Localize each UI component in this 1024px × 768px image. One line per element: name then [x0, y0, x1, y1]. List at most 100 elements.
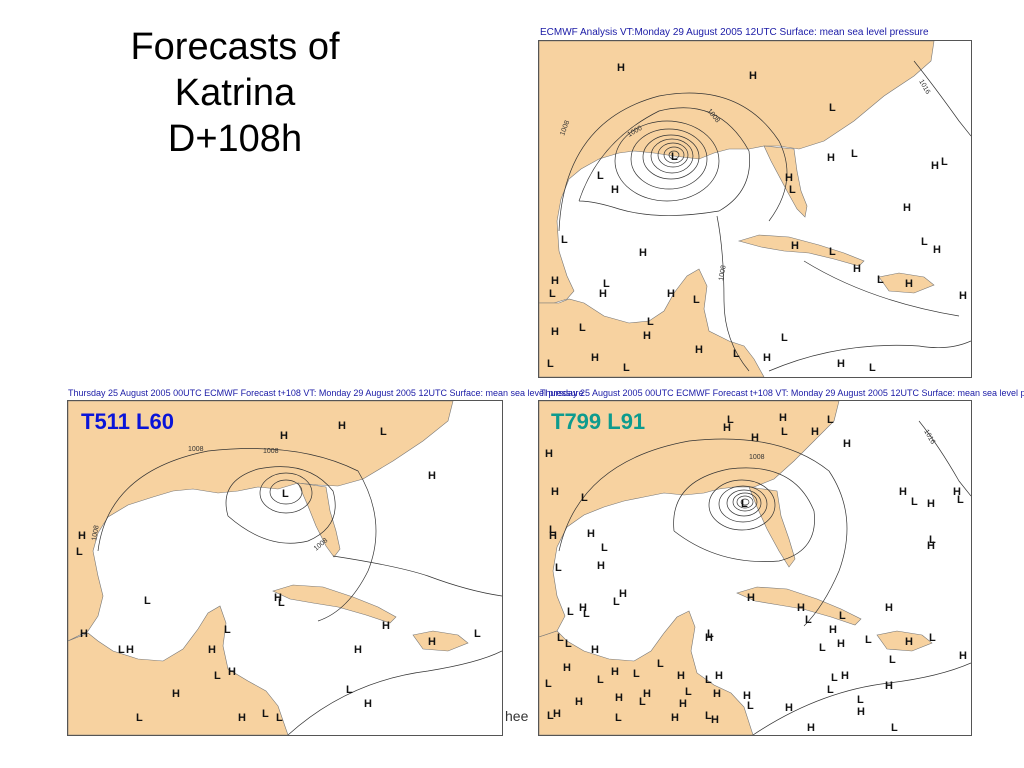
svg-text:L: L — [557, 632, 564, 644]
svg-text:L: L — [827, 684, 834, 696]
t799-isobars — [558, 420, 971, 735]
hispaniola — [876, 630, 933, 652]
svg-text:L: L — [839, 610, 846, 622]
svg-text:H: H — [779, 412, 787, 424]
svg-text:H: H — [811, 426, 819, 438]
svg-text:L: L — [565, 638, 572, 650]
svg-text:H: H — [841, 670, 849, 682]
svg-text:L: L — [685, 686, 692, 698]
svg-text:H: H — [364, 698, 372, 710]
svg-text:H: H — [551, 275, 559, 287]
us-coast — [68, 401, 454, 642]
svg-text:L: L — [831, 672, 838, 684]
svg-text:L: L — [597, 674, 604, 686]
svg-text:H: H — [597, 560, 605, 572]
svg-text:H: H — [238, 712, 246, 724]
cuba — [736, 586, 862, 626]
svg-text:L: L — [929, 632, 936, 644]
svg-text:H: H — [619, 588, 627, 600]
isobar-label: 1008 — [749, 454, 765, 461]
svg-text:H: H — [587, 528, 595, 540]
svg-text:L: L — [549, 288, 556, 300]
svg-text:H: H — [807, 722, 815, 734]
svg-text:L: L — [214, 670, 221, 682]
t511-isobars — [97, 448, 502, 735]
svg-text:L: L — [657, 658, 664, 670]
isobar-label: 1008 — [263, 448, 279, 455]
svg-text:L: L — [827, 414, 834, 426]
t511-caption: Thursday 25 August 2005 00UTC ECMWF Fore… — [68, 388, 584, 398]
svg-text:H: H — [853, 263, 861, 275]
hispaniola — [412, 630, 469, 652]
svg-text:L: L — [144, 595, 151, 607]
svg-text:L: L — [276, 712, 283, 724]
t511-resolution-label: T511 L60 — [81, 409, 174, 434]
svg-text:H: H — [743, 690, 751, 702]
svg-text:H: H — [599, 288, 607, 300]
svg-text:L: L — [857, 694, 864, 706]
svg-text:L: L — [869, 362, 876, 374]
svg-text:H: H — [80, 628, 88, 640]
svg-text:L: L — [118, 644, 125, 656]
svg-text:H: H — [575, 696, 583, 708]
isobar-label: 1008 — [718, 265, 728, 282]
svg-text:H: H — [549, 530, 557, 542]
svg-text:H: H — [933, 244, 941, 256]
mexico-central-america — [68, 605, 289, 735]
svg-text:L: L — [615, 712, 622, 724]
footer-fragment: hee — [505, 708, 529, 724]
svg-text:L: L — [601, 542, 608, 554]
svg-text:H: H — [829, 624, 837, 636]
svg-text:H: H — [667, 288, 675, 300]
svg-text:L: L — [957, 494, 964, 506]
svg-text:H: H — [78, 530, 86, 542]
svg-text:L: L — [561, 234, 568, 246]
svg-text:L: L — [579, 322, 586, 334]
svg-text:H: H — [382, 620, 390, 632]
isobar-label: 1008 — [188, 446, 204, 453]
svg-text:H: H — [428, 470, 436, 482]
svg-text:L: L — [733, 348, 740, 360]
svg-text:H: H — [749, 70, 757, 82]
svg-text:H: H — [677, 670, 685, 682]
svg-text:L: L — [547, 710, 554, 722]
svg-text:L: L — [136, 712, 143, 724]
analysis-caption: ECMWF Analysis VT:Monday 29 August 2005 … — [540, 27, 929, 38]
svg-text:H: H — [671, 712, 679, 724]
svg-text:L: L — [597, 170, 604, 182]
svg-text:H: H — [903, 202, 911, 214]
svg-text:L: L — [911, 496, 918, 508]
svg-text:H: H — [563, 662, 571, 674]
svg-text:H: H — [885, 680, 893, 692]
svg-text:H: H — [611, 184, 619, 196]
svg-text:H: H — [711, 714, 719, 726]
svg-text:L: L — [623, 362, 630, 374]
svg-text:H: H — [643, 330, 651, 342]
svg-text:H: H — [545, 448, 553, 460]
svg-text:H: H — [551, 486, 559, 498]
svg-text:L: L — [647, 316, 654, 328]
svg-text:L: L — [707, 628, 714, 640]
slide-title: Forecasts of Katrina D+108h — [70, 24, 400, 162]
svg-text:L: L — [613, 596, 620, 608]
cuba — [272, 584, 397, 624]
title-line-3: D+108h — [167, 118, 303, 160]
svg-text:L: L — [705, 674, 712, 686]
svg-text:H: H — [837, 358, 845, 370]
svg-text:L: L — [555, 562, 562, 574]
svg-text:L: L — [941, 156, 948, 168]
svg-text:L: L — [829, 246, 836, 258]
svg-text:H: H — [695, 344, 703, 356]
svg-text:H: H — [228, 666, 236, 678]
florida — [297, 482, 341, 558]
svg-text:L: L — [474, 628, 481, 640]
svg-text:H: H — [617, 62, 625, 74]
svg-text:H: H — [827, 152, 835, 164]
svg-text:H: H — [843, 438, 851, 450]
svg-text:L: L — [262, 708, 269, 720]
t799-caption: Thursday 25 August 2005 00UTC ECMWF Fore… — [540, 388, 1024, 398]
svg-text:H: H — [785, 172, 793, 184]
